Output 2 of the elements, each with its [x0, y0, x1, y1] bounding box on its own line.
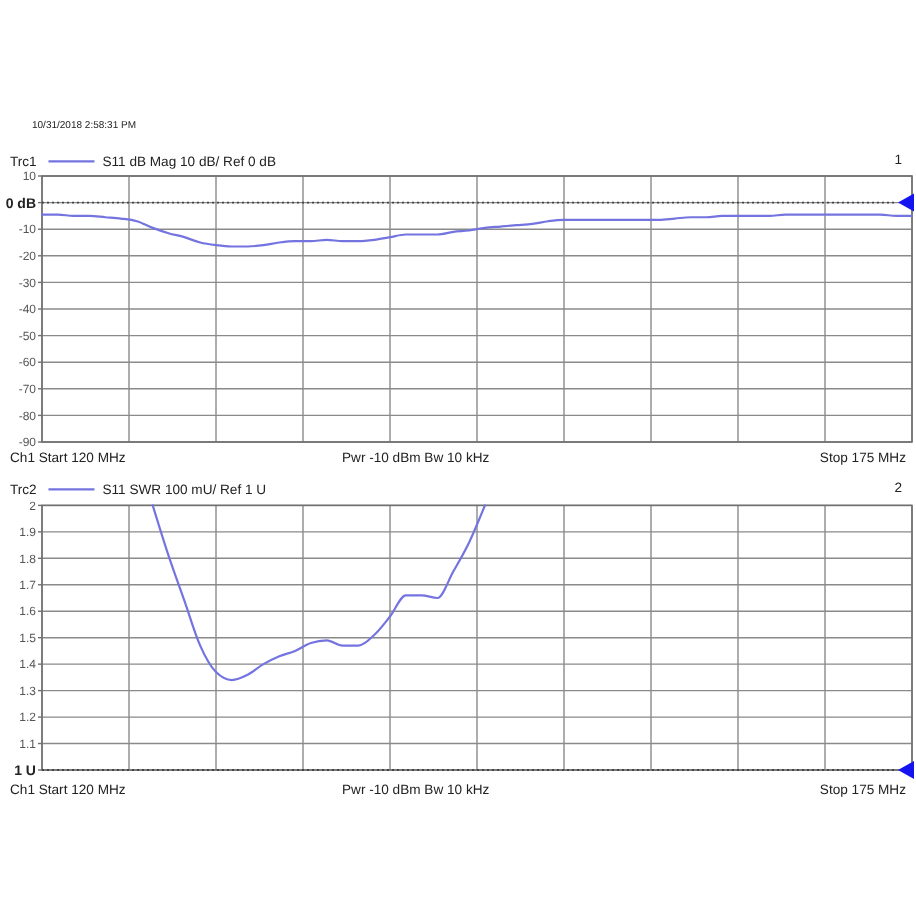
line-series	[40, 213, 914, 248]
line-series	[151, 504, 487, 682]
